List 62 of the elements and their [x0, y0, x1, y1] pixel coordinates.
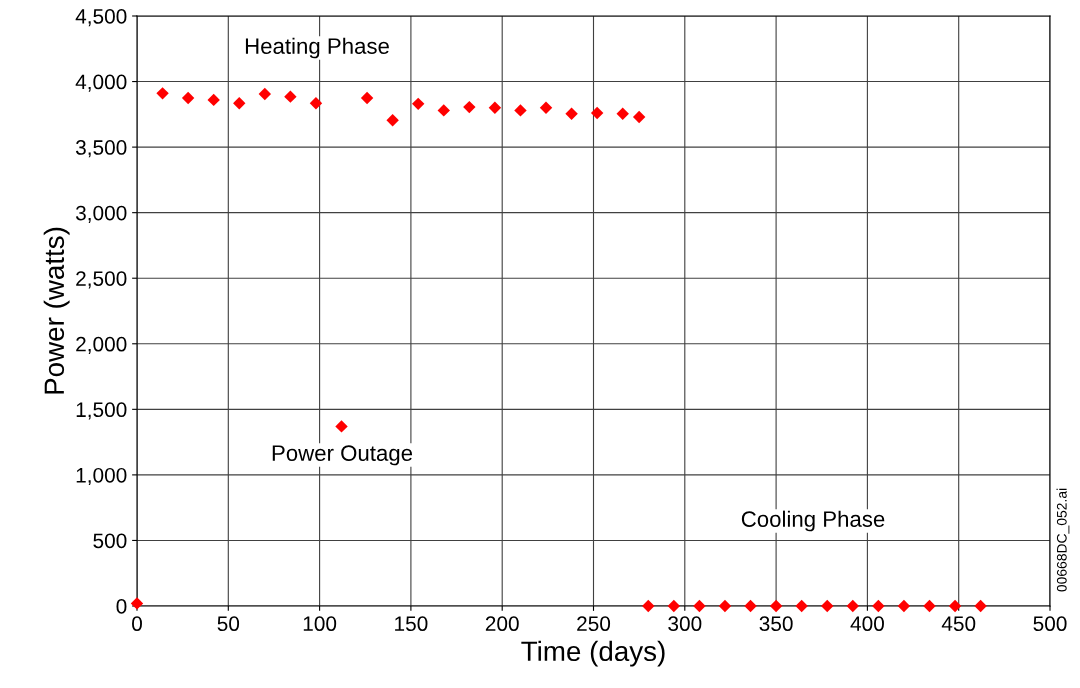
- x-tick-label: 150: [395, 616, 428, 632]
- point: [309, 96, 323, 110]
- x-tick-label: 100: [303, 616, 337, 632]
- y-tick-label: 4,500: [75, 9, 127, 27]
- point: [667, 599, 681, 613]
- y-tick-label: 1,500: [76, 402, 127, 420]
- annotation: Power Outage: [272, 445, 413, 466]
- point: [693, 599, 706, 613]
- point: [616, 107, 629, 120]
- point: [411, 97, 425, 111]
- point: [335, 420, 348, 433]
- point: [488, 101, 502, 114]
- point: [846, 599, 859, 613]
- point: [233, 96, 246, 110]
- y-tick-label: 4,000: [75, 74, 127, 92]
- point: [514, 104, 527, 117]
- point: [386, 114, 399, 127]
- point: [795, 599, 808, 613]
- point: [948, 599, 962, 613]
- x-tick-label: 300: [668, 616, 702, 632]
- y-axis-title: Power (watts): [43, 227, 70, 394]
- y-tick-label: 500: [93, 533, 127, 549]
- y-tick-label: 3,000: [75, 205, 127, 223]
- x-tick-label: 50: [217, 616, 240, 632]
- point: [156, 87, 169, 100]
- point: [923, 599, 936, 613]
- x-tick-label: 200: [485, 616, 519, 632]
- x-axis-title: Time (days): [521, 640, 665, 667]
- point: [897, 599, 911, 613]
- point: [258, 87, 272, 101]
- y-tick-label: 1,000: [76, 467, 127, 486]
- point: [590, 106, 604, 120]
- y-tick-label: 0: [116, 599, 127, 614]
- point: [360, 91, 374, 105]
- point: [769, 599, 783, 613]
- annotation: Heating Phase: [245, 37, 389, 59]
- y-tick-label: 2,500: [76, 271, 127, 289]
- y-tick-label: 2,000: [76, 336, 127, 354]
- point: [642, 599, 655, 613]
- point: [181, 91, 195, 105]
- x-tick-label: 0: [132, 616, 142, 632]
- point: [718, 599, 732, 613]
- point: [437, 104, 450, 117]
- point: [284, 90, 297, 103]
- point: [539, 101, 553, 114]
- point: [207, 93, 220, 107]
- point: [872, 599, 885, 613]
- point: [130, 597, 144, 610]
- x-tick-label: 350: [759, 616, 793, 632]
- text: 00668DC_052.ai: [1056, 488, 1070, 592]
- point: [565, 107, 578, 120]
- y-tick-label: 3,500: [75, 140, 127, 158]
- point: [632, 110, 646, 124]
- annotation: Cooling Phase: [741, 510, 885, 532]
- point: [463, 100, 476, 114]
- x-tick-label: 500: [1033, 616, 1067, 632]
- x-tick-label: 250: [577, 616, 611, 632]
- point: [974, 599, 987, 613]
- x-tick-label: 400: [850, 616, 884, 632]
- point: [744, 599, 757, 613]
- x-tick-label: 450: [941, 616, 976, 632]
- point: [821, 599, 834, 613]
